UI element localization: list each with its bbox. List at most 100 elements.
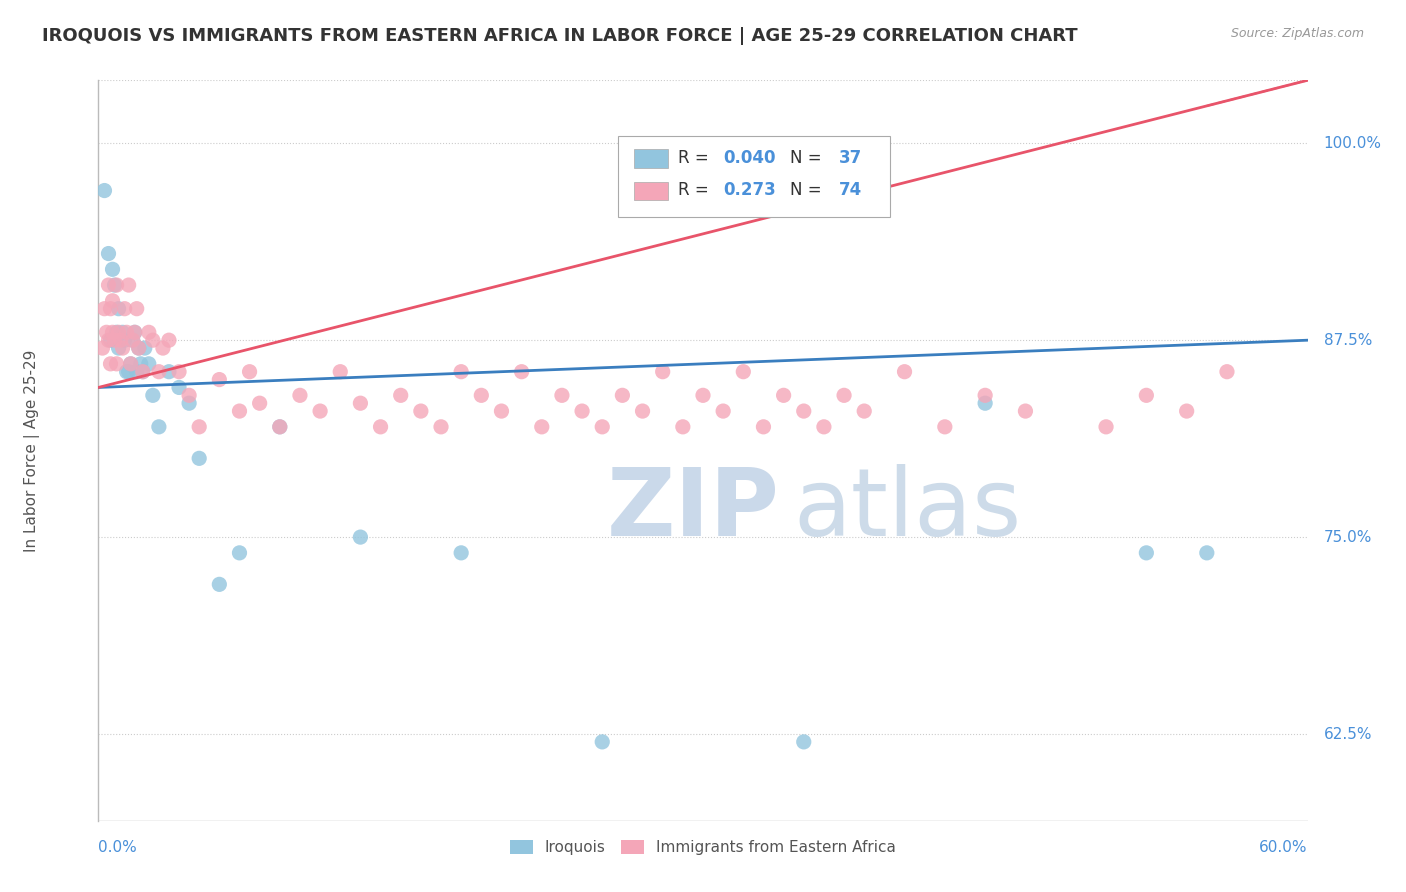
FancyBboxPatch shape [634, 182, 668, 200]
Point [692, 388, 714, 402]
Point [591, 420, 613, 434]
Point [228, 404, 250, 418]
Point [120, 357, 142, 371]
Point [103, 278, 125, 293]
Point [793, 735, 815, 749]
Point [571, 404, 593, 418]
Point [97, 278, 120, 293]
Text: 100.0%: 100.0% [1323, 136, 1382, 151]
Text: 37: 37 [838, 149, 862, 167]
FancyBboxPatch shape [634, 149, 668, 168]
Point [813, 420, 835, 434]
Point [115, 365, 138, 379]
Text: 0.0%: 0.0% [98, 839, 138, 855]
Text: IROQUOIS VS IMMIGRANTS FROM EASTERN AFRICA IN LABOR FORCE | AGE 25-29 CORRELATIO: IROQUOIS VS IMMIGRANTS FROM EASTERN AFRI… [42, 27, 1078, 45]
Point [510, 365, 533, 379]
Point [853, 404, 876, 418]
Point [105, 357, 128, 371]
Point [100, 333, 122, 347]
Point [100, 301, 122, 316]
Point [157, 365, 180, 379]
Point [1095, 420, 1118, 434]
Point [101, 293, 124, 308]
Point [491, 404, 513, 418]
Text: 0.040: 0.040 [724, 149, 776, 167]
Point [530, 420, 553, 434]
Point [105, 278, 128, 293]
Point [101, 326, 124, 340]
Point [128, 341, 150, 355]
Point [430, 420, 453, 434]
Point [179, 396, 201, 410]
Point [389, 388, 412, 402]
Point [208, 373, 231, 387]
Text: 75.0%: 75.0% [1323, 530, 1372, 545]
Point [167, 380, 190, 394]
Point [152, 341, 174, 355]
Point [470, 388, 492, 402]
Point [188, 451, 211, 466]
Point [120, 357, 142, 371]
Point [129, 357, 152, 371]
Point [134, 341, 156, 355]
Point [167, 365, 190, 379]
Text: 74: 74 [838, 181, 862, 199]
Point [733, 365, 755, 379]
Point [138, 326, 160, 340]
Text: 62.5%: 62.5% [1323, 726, 1372, 741]
Point [110, 333, 132, 347]
Point [118, 365, 141, 379]
Point [105, 326, 128, 340]
Point [974, 396, 997, 410]
Point [329, 365, 352, 379]
Point [208, 577, 231, 591]
Point [349, 396, 371, 410]
Point [121, 333, 143, 347]
FancyBboxPatch shape [619, 136, 890, 218]
Point [450, 365, 472, 379]
Point [118, 278, 141, 293]
Point [125, 301, 148, 316]
Point [157, 333, 180, 347]
Point [97, 333, 120, 347]
Point [934, 420, 956, 434]
Text: atlas: atlas [793, 464, 1022, 556]
Point [1175, 404, 1198, 418]
Point [97, 246, 120, 260]
Point [107, 326, 129, 340]
Point [612, 388, 634, 402]
Point [672, 420, 695, 434]
Point [228, 546, 250, 560]
Point [893, 365, 915, 379]
Point [125, 365, 148, 379]
Point [138, 357, 160, 371]
Text: R =: R = [678, 181, 714, 199]
Point [793, 404, 815, 418]
Point [269, 420, 291, 434]
Point [91, 341, 114, 355]
Point [370, 420, 392, 434]
Point [288, 388, 311, 402]
Point [96, 326, 118, 340]
Point [1014, 404, 1036, 418]
Text: Source: ZipAtlas.com: Source: ZipAtlas.com [1230, 27, 1364, 40]
Point [107, 341, 129, 355]
Text: N =: N = [790, 149, 827, 167]
Point [142, 388, 165, 402]
Point [309, 404, 332, 418]
Point [132, 365, 155, 379]
Point [752, 420, 775, 434]
Point [100, 357, 122, 371]
Point [974, 388, 997, 402]
Point [124, 326, 146, 340]
Point [111, 326, 134, 340]
Point [124, 326, 146, 340]
Point [249, 396, 271, 410]
Point [115, 326, 138, 340]
Point [142, 333, 165, 347]
Point [111, 341, 134, 355]
Point [239, 365, 262, 379]
Point [132, 365, 155, 379]
Point [188, 420, 211, 434]
Point [591, 735, 613, 749]
